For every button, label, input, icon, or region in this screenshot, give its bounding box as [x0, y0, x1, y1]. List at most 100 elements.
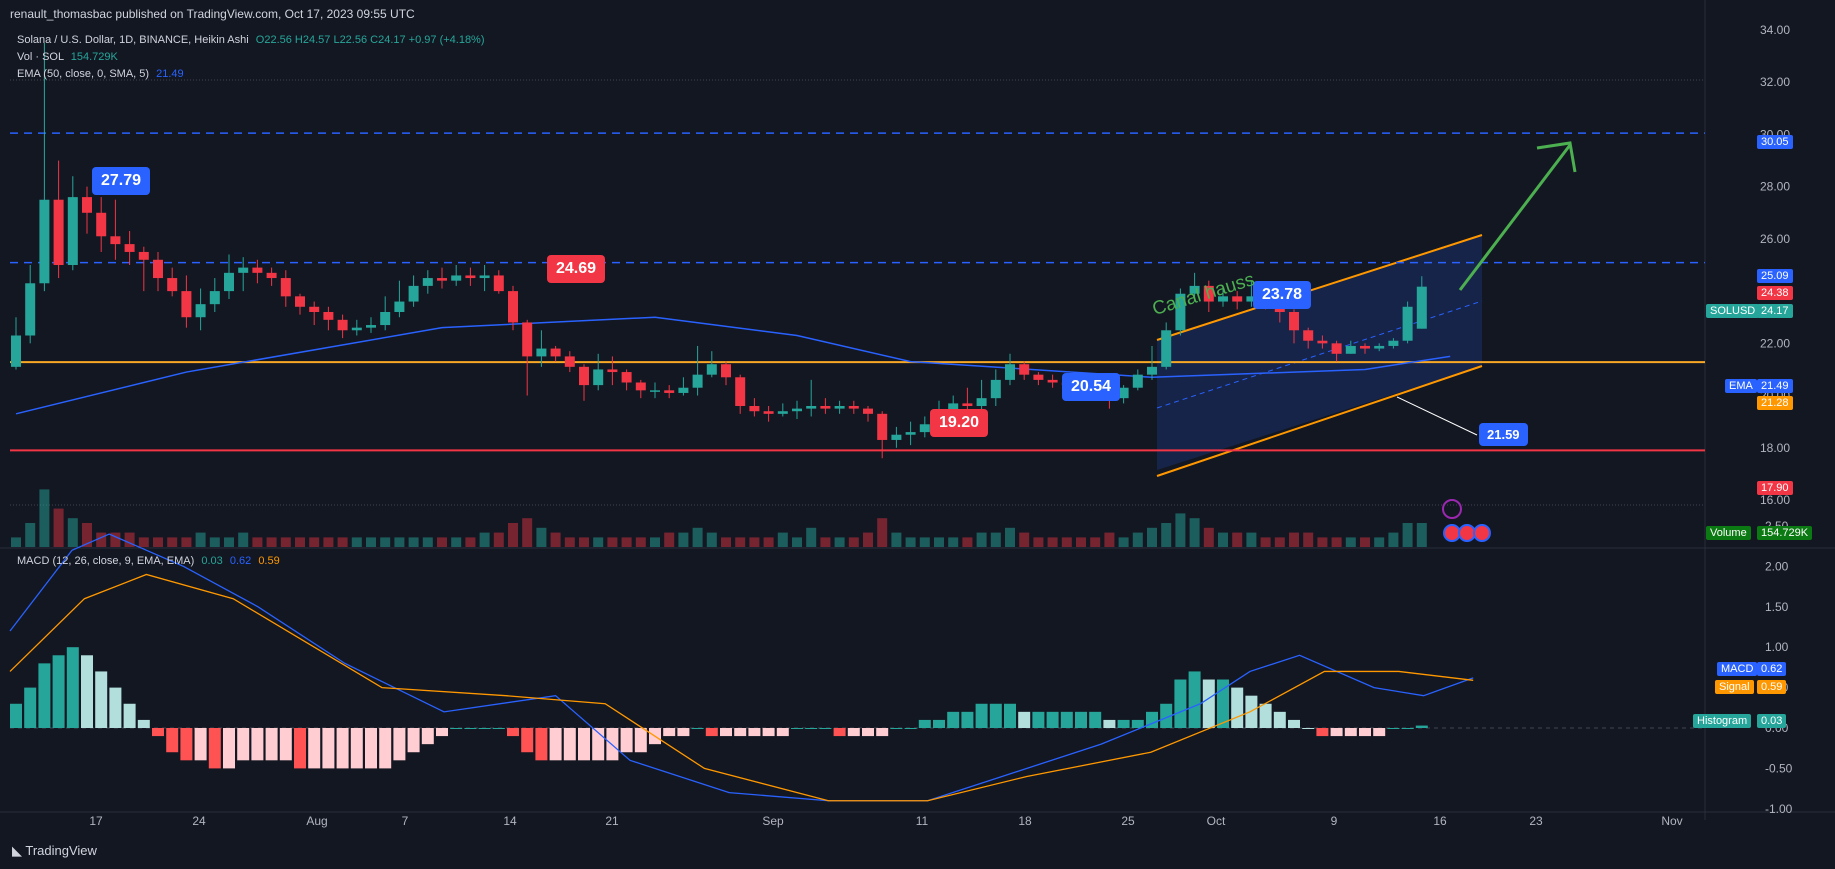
tradingview-logo[interactable]: ◣ TradingView	[12, 843, 97, 859]
candle-body[interactable]	[579, 366, 589, 386]
candle-body[interactable]	[735, 377, 746, 406]
candle-body[interactable]	[806, 406, 817, 409]
candle-body[interactable]	[1331, 343, 1342, 354]
candle-body[interactable]	[763, 411, 774, 414]
candle-body[interactable]	[1232, 296, 1243, 302]
candle-body[interactable]	[1289, 312, 1299, 331]
candle-body[interactable]	[138, 251, 149, 260]
candle-body[interactable]	[209, 291, 220, 305]
candle-body[interactable]	[1132, 374, 1143, 388]
candle-body[interactable]	[280, 278, 291, 297]
callout-20-54[interactable]: 20.54	[1062, 373, 1121, 401]
candle-body[interactable]	[25, 283, 36, 336]
candle-body[interactable]	[1374, 345, 1385, 349]
candle-body[interactable]	[493, 275, 504, 292]
candle-body[interactable]	[749, 406, 760, 412]
candle-body[interactable]	[962, 403, 973, 406]
candle-body[interactable]	[1047, 379, 1058, 383]
callout-23-78[interactable]: 23.78	[1253, 281, 1312, 309]
candle-body[interactable]	[1019, 364, 1030, 375]
candle-body[interactable]	[664, 390, 675, 393]
candle-body[interactable]	[877, 413, 888, 440]
candle-body[interactable]	[706, 364, 717, 375]
callout-19-20[interactable]: 19.20	[930, 409, 989, 437]
candle-body[interactable]	[110, 236, 121, 245]
volume-legend-label[interactable]: Vol · SOL	[17, 51, 64, 63]
candle-body[interactable]	[721, 364, 731, 378]
candle-body[interactable]	[309, 306, 320, 312]
candle-body[interactable]	[465, 275, 476, 279]
candle-body[interactable]	[1147, 366, 1157, 375]
candle-body[interactable]	[408, 285, 419, 302]
candle-body[interactable]	[1246, 296, 1257, 302]
candle-body[interactable]	[437, 278, 447, 281]
candle-body[interactable]	[891, 434, 902, 440]
candle-body[interactable]	[863, 408, 873, 414]
candle-body[interactable]	[550, 348, 561, 357]
candle-body[interactable]	[451, 275, 462, 281]
callout-21-59[interactable]: 21.59	[1479, 423, 1528, 446]
candle-body[interactable]	[380, 312, 391, 326]
candle-body[interactable]	[1360, 345, 1370, 349]
candle-body[interactable]	[422, 278, 433, 286]
event-lightning-icon[interactable]	[1442, 499, 1462, 519]
candle-body[interactable]	[96, 212, 107, 237]
candle-body[interactable]	[1345, 345, 1356, 354]
candle-body[interactable]	[1189, 285, 1200, 294]
candle-body[interactable]	[948, 403, 959, 412]
candle-body[interactable]	[792, 408, 802, 412]
candle-body[interactable]	[53, 199, 64, 265]
candle-body[interactable]	[1218, 296, 1228, 302]
candle-body[interactable]	[479, 275, 490, 279]
candle-body[interactable]	[366, 325, 376, 328]
macd-legend-label[interactable]: MACD (12, 26, close, 9, EMA, EMA)	[17, 555, 195, 567]
economic-event-icon[interactable]	[1443, 524, 1461, 542]
candle-body[interactable]	[522, 322, 533, 357]
candle-body[interactable]	[678, 387, 689, 393]
candle-body[interactable]	[919, 424, 930, 433]
candle-body[interactable]	[11, 335, 21, 367]
candle-body[interactable]	[323, 312, 334, 320]
callout-27-79[interactable]: 27.79	[92, 167, 151, 195]
macd-line[interactable]	[9, 533, 1474, 802]
candle-body[interactable]	[820, 406, 831, 409]
candle-body[interactable]	[252, 267, 263, 273]
callout-24-69[interactable]: 24.69	[547, 255, 606, 283]
candle-body[interactable]	[976, 398, 987, 406]
candle-body[interactable]	[224, 272, 234, 292]
candle-body[interactable]	[692, 374, 703, 388]
candle-body[interactable]	[1303, 330, 1314, 341]
candle-body[interactable]	[508, 291, 518, 323]
candle-body[interactable]	[650, 390, 660, 392]
candle-body[interactable]	[536, 348, 547, 357]
economic-event-icon[interactable]	[1473, 524, 1491, 542]
candle-body[interactable]	[1175, 293, 1186, 331]
candle-body[interactable]	[124, 244, 135, 252]
candle-body[interactable]	[153, 259, 163, 279]
candle-body[interactable]	[1317, 340, 1328, 344]
candle-body[interactable]	[1005, 364, 1015, 380]
candle-body[interactable]	[295, 296, 305, 307]
candle-body[interactable]	[635, 382, 646, 391]
candle-body[interactable]	[238, 267, 249, 273]
candle-body[interactable]	[1388, 340, 1399, 346]
ema-legend-label[interactable]: EMA (50, close, 0, SMA, 5)	[17, 68, 150, 80]
candle-body[interactable]	[621, 372, 632, 383]
candle-body[interactable]	[564, 356, 575, 367]
signal-line[interactable]	[9, 573, 1474, 802]
candle-body[interactable]	[39, 199, 50, 284]
candle-body[interactable]	[1203, 285, 1214, 302]
candle-body[interactable]	[195, 304, 206, 318]
candle-body[interactable]	[1118, 387, 1129, 399]
candle-body[interactable]	[1402, 306, 1413, 341]
candle-body[interactable]	[1416, 286, 1427, 329]
candle-body[interactable]	[848, 406, 859, 409]
candle-body[interactable]	[1161, 330, 1172, 367]
ema-line[interactable]	[15, 316, 1451, 415]
candle-body[interactable]	[266, 272, 277, 279]
candle-body[interactable]	[82, 197, 92, 213]
candle-body[interactable]	[167, 278, 178, 292]
candle-body[interactable]	[1033, 374, 1044, 380]
target-arrow[interactable]	[1458, 144, 1572, 291]
candle-body[interactable]	[777, 411, 788, 414]
